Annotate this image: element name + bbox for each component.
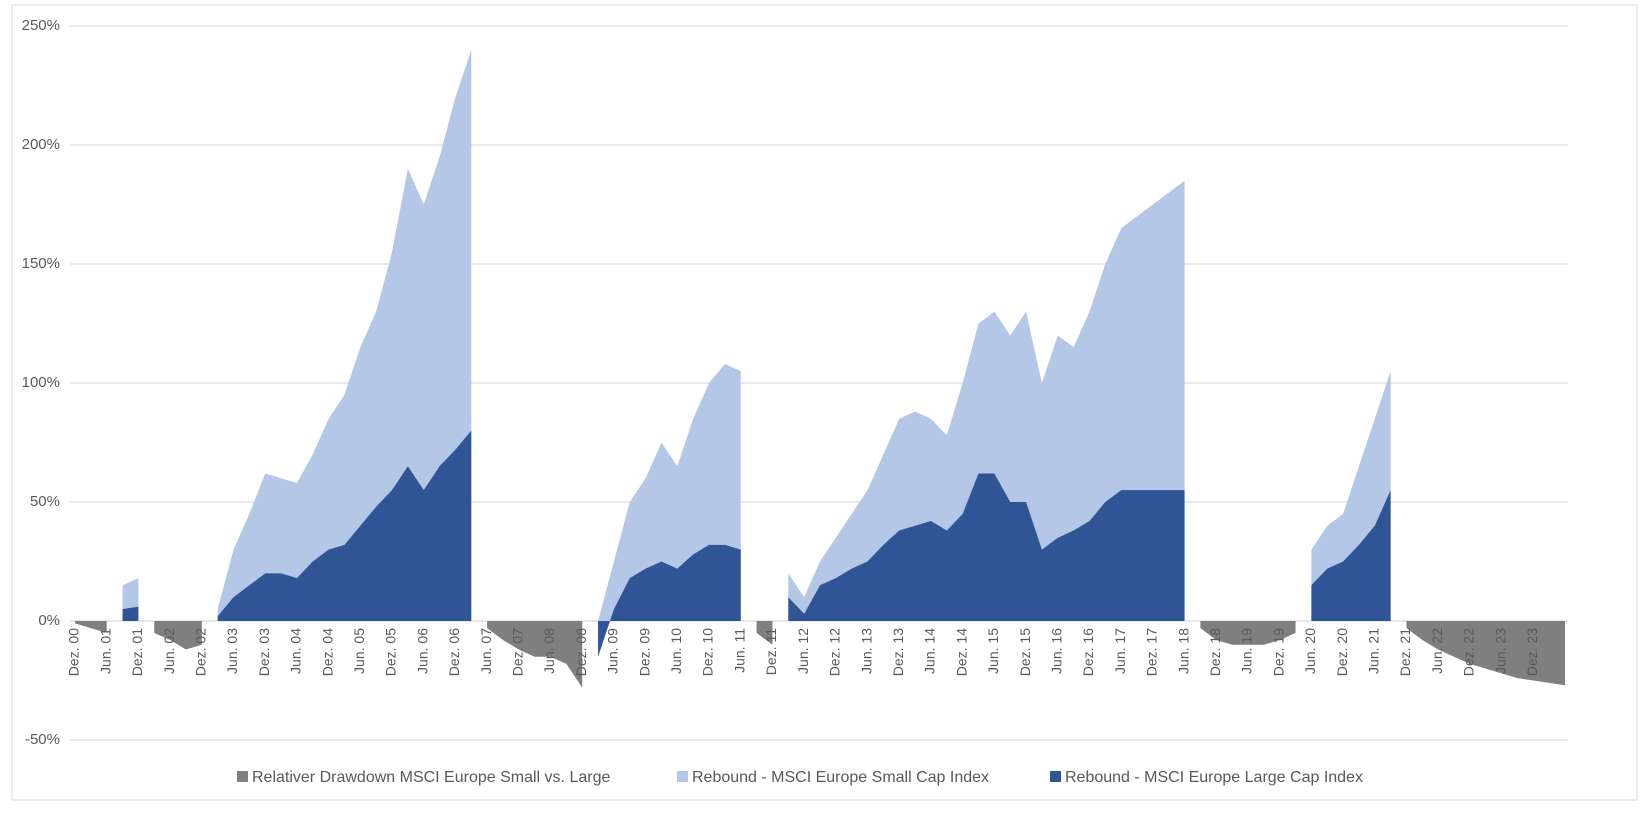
area: [1311, 490, 1391, 621]
x-tick-label: Jun. 21: [1365, 628, 1381, 674]
chart-frame: [11, 4, 1638, 801]
x-tick-label: Dez. 05: [383, 628, 399, 676]
x-tick-label: Dez. 00: [66, 628, 82, 676]
area: [598, 544, 741, 657]
area: [788, 473, 1185, 621]
x-tick-label: Jun. 20: [1302, 628, 1318, 674]
x-tick-label: Jun. 09: [605, 628, 621, 674]
x-tick-label: Jun. 22: [1429, 628, 1445, 674]
x-tick-label: Dez. 07: [510, 628, 526, 676]
area: [788, 180, 1185, 621]
legend-label: Rebound - MSCI Europe Small Cap Index: [692, 769, 989, 786]
x-tick-label: Jun. 06: [414, 628, 430, 674]
area: [122, 606, 139, 621]
x-tick-label: Jun. 23: [1492, 628, 1508, 674]
x-tick-label: Jun. 04: [288, 628, 304, 674]
y-tick-label: 200%: [22, 136, 60, 153]
y-tick-label: -50%: [25, 731, 60, 748]
legend-swatch: [237, 771, 248, 782]
x-tick-label: Dez. 18: [1207, 628, 1223, 676]
x-tick-label: Dez. 14: [953, 628, 969, 676]
x-tick-label: Jun. 19: [1239, 628, 1255, 674]
area: [1200, 621, 1296, 645]
x-tick-label: Jun. 14: [922, 628, 938, 674]
y-tick-label: 250%: [22, 17, 60, 34]
x-tick-label: Dez. 04: [319, 628, 335, 676]
y-tick-label: 50%: [30, 493, 60, 510]
legend-label: Rebound - MSCI Europe Large Cap Index: [1065, 769, 1363, 786]
x-tick-label: Jun. 02: [161, 628, 177, 674]
x-tick-label: Dez. 20: [1334, 628, 1350, 676]
x-tick-label: Dez. 02: [193, 628, 209, 676]
y-tick-label: 100%: [22, 374, 60, 391]
x-tick-label: Dez. 10: [700, 628, 716, 676]
area: [75, 621, 107, 633]
area: [217, 430, 472, 621]
x-tick-label: Jun. 03: [224, 628, 240, 674]
x-tick-label: Dez. 03: [256, 628, 272, 676]
x-tick-label: Jun. 10: [668, 628, 684, 674]
x-tick-label: Jun. 12: [795, 628, 811, 674]
x-tick-label: Jun. 13: [858, 628, 874, 674]
y-tick-label: 150%: [22, 255, 60, 272]
x-tick-label: Jun. 05: [351, 628, 367, 674]
x-tick-label: Dez. 06: [446, 628, 462, 676]
x-tick-label: Jun. 01: [97, 628, 113, 674]
x-tick-label: Dez. 22: [1461, 628, 1477, 676]
legend-swatch: [1050, 771, 1061, 782]
legend-swatch: [677, 771, 688, 782]
x-tick-label: Dez. 23: [1524, 628, 1540, 676]
area: [756, 621, 773, 645]
x-tick-label: Dez. 12: [827, 628, 843, 676]
legend-label: Relativer Drawdown MSCI Europe Small vs.…: [252, 769, 610, 786]
x-tick-label: Dez. 16: [1080, 628, 1096, 676]
area: [487, 621, 583, 688]
x-tick-label: Dez. 11: [763, 628, 779, 675]
x-tick-label: Jun. 16: [1048, 628, 1064, 674]
x-tick-label: Dez. 19: [1270, 628, 1286, 676]
x-tick-label: Dez. 15: [1017, 628, 1033, 676]
x-tick-label: Jun. 07: [478, 628, 494, 674]
x-tick-label: Dez. 13: [890, 628, 906, 676]
x-tick-label: Jun. 18: [1175, 628, 1191, 674]
x-tick-label: Jun. 08: [541, 628, 557, 674]
area: [154, 621, 202, 650]
x-tick-label: Dez. 01: [129, 628, 145, 676]
y-tick-label: 0%: [38, 612, 60, 629]
x-tick-label: Dez. 21: [1397, 628, 1413, 676]
area: [1406, 621, 1565, 686]
x-tick-label: Dez. 09: [636, 628, 652, 676]
x-tick-label: Jun. 17: [1112, 628, 1128, 674]
x-tick-label: Dez. 17: [1144, 628, 1160, 676]
x-tick-label: Jun. 15: [985, 628, 1001, 674]
x-tick-label: Dez. 08: [573, 628, 589, 676]
x-tick-label: Jun. 11: [731, 628, 747, 673]
